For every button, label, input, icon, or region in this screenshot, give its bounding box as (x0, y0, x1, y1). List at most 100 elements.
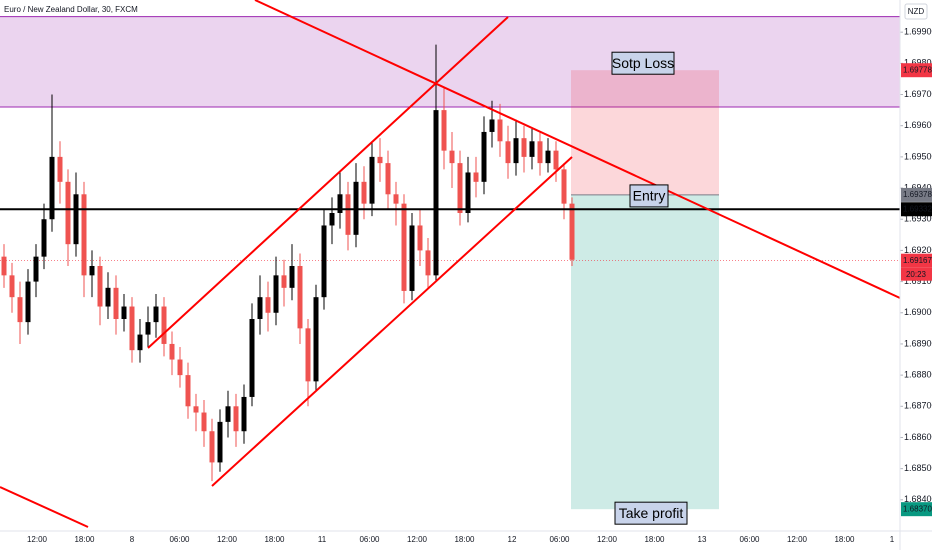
price-tag-label: 1.69332 (903, 204, 932, 213)
candle-body (49, 156, 55, 220)
y-tick-label: 1.69000 (904, 307, 932, 317)
x-tick-label: 18:00 (454, 535, 475, 544)
x-tick-label: 18:00 (264, 535, 285, 544)
candle-body (177, 359, 183, 376)
candle-body (481, 131, 487, 182)
trend-lines (0, 0, 901, 528)
x-tick-label: 1 (890, 535, 895, 544)
candle-body (217, 421, 223, 463)
y-tick-label: 1.68400 (904, 494, 932, 504)
candle-body (289, 266, 295, 288)
candle-body (361, 181, 367, 204)
price-tag (901, 502, 932, 517)
candle-body (337, 194, 343, 213)
candle-body (441, 110, 447, 151)
y-tick-label: 1.68700 (904, 401, 932, 411)
x-tick-label: 12:00 (217, 535, 238, 544)
trend-line (0, 486, 89, 528)
x-tick-label: 12:00 (407, 535, 428, 544)
x-tick-label: 12:00 (787, 535, 808, 544)
candle-body (97, 266, 103, 307)
candle-body (545, 150, 551, 164)
candle-body (33, 256, 39, 282)
y-tick-label: 1.69100 (904, 276, 932, 286)
position-label-box (611, 51, 675, 75)
x-tick-label: 11 (318, 535, 327, 544)
y-tick-label: 1.69500 (904, 151, 932, 161)
position-label: Entry (633, 188, 666, 204)
price-tag (901, 253, 932, 268)
candle-body (561, 169, 567, 204)
drawing-layer (0, 16, 900, 510)
candle-body (129, 306, 135, 351)
zone (0, 16, 900, 108)
target-zone (571, 194, 719, 510)
countdown: 20:23 (906, 270, 927, 279)
candle-body (25, 281, 31, 323)
candle-body (73, 194, 79, 245)
candle-body (17, 297, 23, 323)
candle-body (305, 328, 311, 382)
candle-body (321, 225, 327, 298)
y-tick-label: 1.69600 (904, 120, 932, 130)
candle-body (81, 194, 87, 276)
candle-body (513, 138, 519, 164)
x-tick-label: 12:00 (27, 535, 48, 544)
candle-body (409, 225, 415, 291)
price-tag-label: 1.69778 (903, 65, 932, 74)
candle-body (249, 319, 255, 397)
x-tick-label: 18:00 (834, 535, 855, 544)
candle-body (569, 203, 575, 260)
candle-body (465, 172, 471, 213)
candle-body (281, 275, 287, 288)
candle-body (121, 306, 127, 319)
candle-body (473, 172, 479, 182)
position-label: Take profit (619, 505, 684, 521)
y-tick-label: 1.68800 (904, 369, 932, 379)
y-tick-label: 1.69900 (904, 27, 932, 37)
price-tag (901, 63, 932, 78)
candle-body (105, 287, 111, 307)
candle-body (145, 322, 151, 335)
candle-body (553, 150, 559, 170)
candle-body (329, 213, 335, 226)
price-tag-label: 1.68370 (903, 504, 932, 513)
candle-body (161, 306, 167, 344)
candle-body (425, 250, 431, 276)
candle-body (297, 266, 303, 329)
candle-body (537, 141, 543, 164)
candle-body (185, 375, 191, 407)
candle-body (489, 119, 495, 132)
candle-body (345, 194, 351, 235)
position-label-box (614, 501, 688, 525)
candle-body (89, 266, 95, 276)
candle-body (369, 156, 375, 204)
candle-body (113, 287, 119, 319)
candle-body (9, 275, 15, 298)
trend-line (254, 0, 901, 299)
y-tick-label: 1.69400 (904, 182, 932, 192)
candle-body (65, 181, 71, 245)
x-tick-label: 13 (698, 535, 707, 544)
candle-body (529, 141, 535, 157)
x-tick-label: 18:00 (74, 535, 95, 544)
candle-body (257, 297, 263, 319)
x-tick-label: 12:00 (597, 535, 618, 544)
candle-body (1, 256, 7, 276)
x-tick-label: 8 (130, 535, 135, 544)
candle-body (209, 431, 215, 463)
x-tick-label: 06:00 (739, 535, 760, 544)
candle-body (169, 343, 175, 360)
y-tick-label: 1.69700 (904, 89, 932, 99)
x-tick-label: 18:00 (644, 535, 665, 544)
y-tick-label: 1.68500 (904, 463, 932, 473)
position-label-box (629, 184, 669, 208)
candle-body (377, 156, 383, 164)
candle-body (273, 275, 279, 313)
candle-body (505, 141, 511, 164)
x-tick-label: 12 (508, 535, 517, 544)
price-tag (901, 202, 932, 217)
countdown-tag (901, 267, 932, 281)
candle-body (193, 406, 199, 413)
candle-body (153, 306, 159, 323)
